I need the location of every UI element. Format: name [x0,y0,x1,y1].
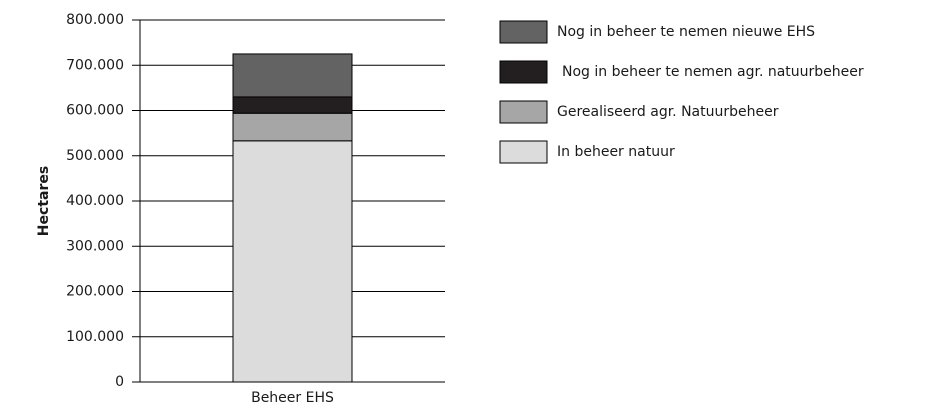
legend-swatch [499,100,548,124]
legend-label: Nog in beheer te nemen nieuwe EHS [557,24,815,40]
y-tick-label: 400.000 [66,193,124,209]
legend-swatch [499,60,548,84]
y-tick-label: 500.000 [66,148,124,164]
y-tick-label: 600.000 [66,103,124,119]
legend-swatch [499,20,548,44]
legend-swatch [499,140,548,164]
bar-segment [232,53,353,98]
legend-label: In beheer natuur [557,144,675,160]
y-tick-label: 700.000 [66,57,124,73]
x-tick-label: Beheer EHS [251,390,334,406]
legend-label: Nog in beheer te nemen agr. natuurbeheer [562,64,864,80]
y-tick-label: 100.000 [66,329,124,345]
y-tick-label: 800.000 [66,12,124,28]
bar-segment [232,96,353,114]
bar-segment [232,140,353,383]
y-tick-label: 200.000 [66,284,124,300]
y-tick-label: 300.000 [66,238,124,254]
legend-label: Gerealiseerd agr. Natuurbeheer [557,104,779,120]
y-tick-label: 0 [115,374,124,390]
bar-segment [232,112,353,142]
y-axis-label: Hectares [36,166,52,236]
